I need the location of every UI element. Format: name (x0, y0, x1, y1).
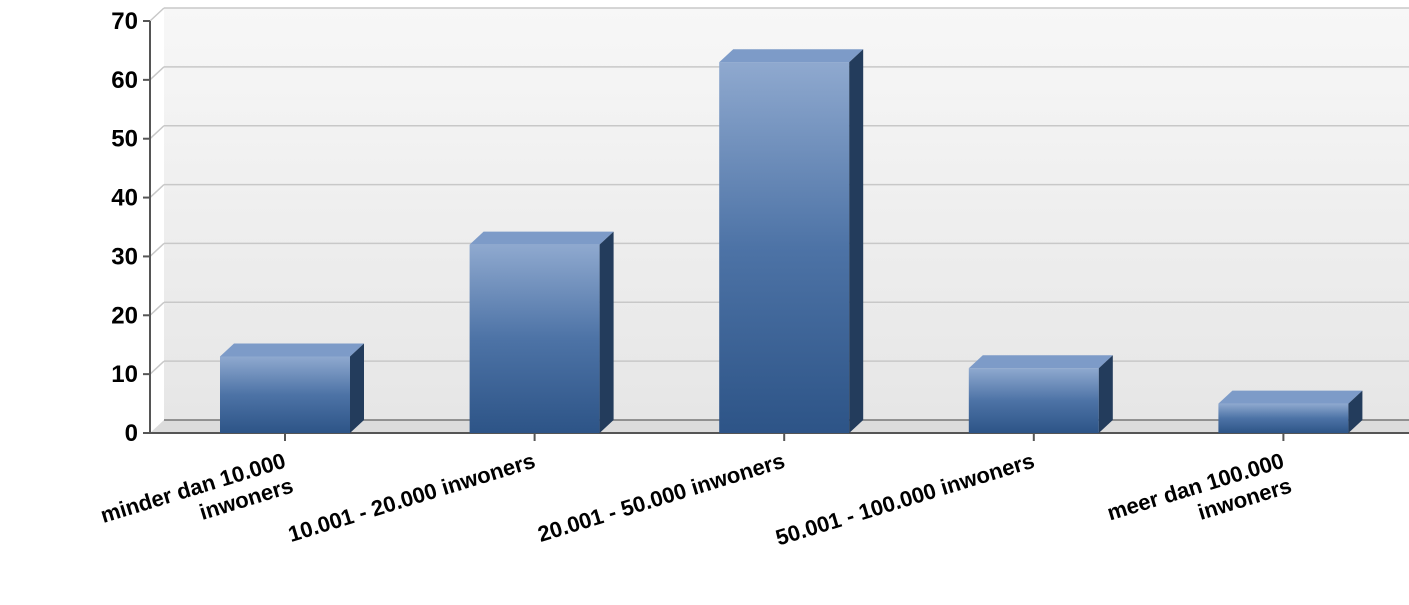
bar-front (719, 62, 850, 433)
gridline-side (149, 301, 165, 316)
bar (220, 343, 364, 433)
bar-top (968, 355, 1113, 369)
bar (719, 49, 864, 433)
gridline-side (149, 66, 165, 81)
bar (469, 231, 614, 433)
bar-side (849, 49, 864, 433)
y-tick-label: 40 (111, 185, 138, 212)
gridline-side (149, 125, 165, 140)
y-tick-label: 60 (111, 67, 138, 94)
bar-front (469, 244, 600, 433)
gridline-side (149, 242, 165, 257)
bar (1218, 390, 1363, 433)
bar-side (1098, 355, 1113, 433)
bar-side (599, 231, 614, 433)
bar-front (1218, 403, 1349, 433)
y-tick-label: 0 (125, 420, 138, 447)
bar-front (968, 368, 1099, 433)
gridline-side (149, 7, 165, 22)
y-tick-label: 30 (111, 243, 138, 270)
bar-top (220, 343, 364, 357)
gridline-side (149, 184, 165, 199)
y-tick-label: 20 (111, 302, 138, 329)
bar-top (469, 231, 614, 245)
gridline-side (149, 360, 165, 375)
y-tick-label: 10 (111, 361, 138, 388)
bar (968, 355, 1113, 433)
y-tick-label: 50 (111, 126, 138, 153)
bar-top (719, 49, 864, 63)
bar-front (220, 356, 350, 433)
bar-top (1218, 390, 1363, 404)
y-tick-label: 70 (111, 8, 138, 35)
bar-side (1348, 390, 1363, 433)
bar-side (350, 343, 364, 433)
